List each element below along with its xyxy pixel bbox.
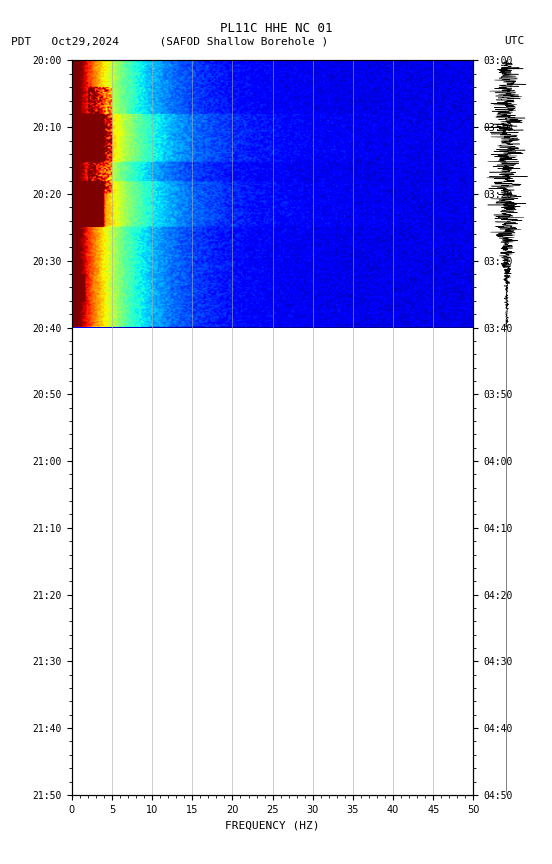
Text: PDT   Oct29,2024      (SAFOD Shallow Borehole ): PDT Oct29,2024 (SAFOD Shallow Borehole ) bbox=[11, 36, 328, 47]
Bar bbox=[72, 327, 474, 795]
Text: UTC: UTC bbox=[504, 36, 524, 47]
X-axis label: FREQUENCY (HZ): FREQUENCY (HZ) bbox=[225, 820, 320, 830]
Text: PL11C HHE NC 01: PL11C HHE NC 01 bbox=[220, 22, 332, 35]
